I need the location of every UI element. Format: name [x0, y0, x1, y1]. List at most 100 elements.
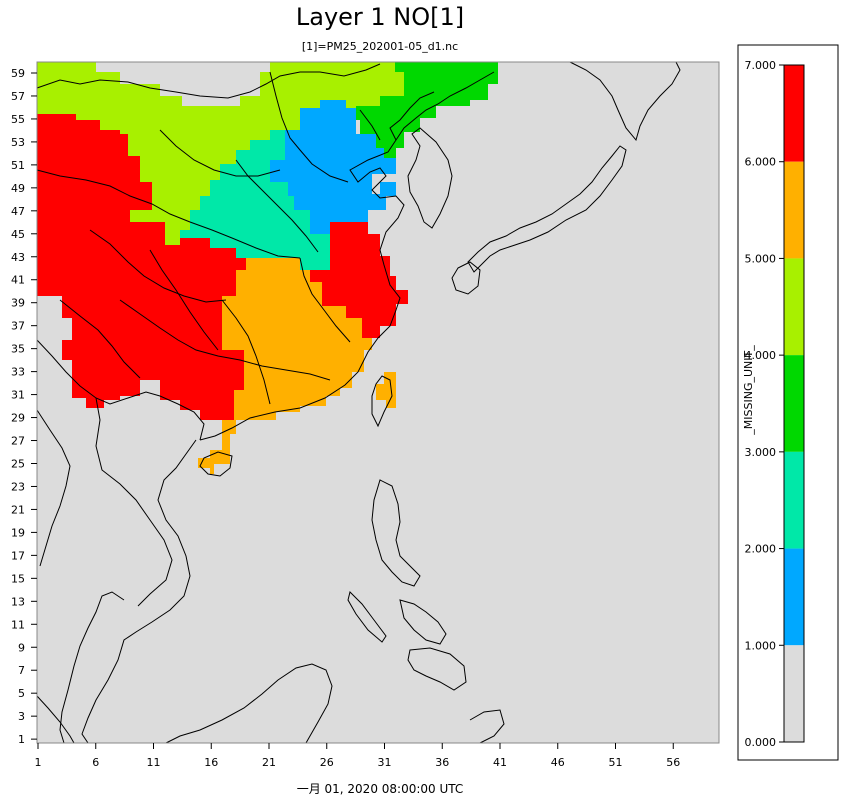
- coastline-china-east: [199, 91, 435, 441]
- coastline-mindanao: [407, 647, 467, 691]
- legend-unit-label: _MISSING_UNIT_: [742, 345, 755, 436]
- y-tick-label: 59: [11, 67, 25, 80]
- border-myanmar: [36, 409, 71, 567]
- y-tick-label: 39: [11, 297, 25, 310]
- coastline-sumatra: [36, 695, 75, 744]
- legend-tick-label: 3.000: [745, 446, 777, 459]
- coastline-luzon: [371, 479, 421, 587]
- legend-tick-label: 4.000: [745, 349, 777, 362]
- y-tick-label: 7: [18, 664, 25, 677]
- legend-bin: [784, 161, 804, 259]
- y-tick-label: 41: [11, 274, 25, 287]
- x-tick-label: 1: [35, 756, 42, 769]
- legend-tick-label: 6.000: [745, 156, 777, 169]
- coastline-palawan: [347, 591, 387, 643]
- x-tick-label: 56: [666, 756, 680, 769]
- y-tick-label: 19: [11, 526, 25, 539]
- map-title: Layer 1 NO[1]: [295, 3, 465, 31]
- legend-labels: 7.000 6.000 5.000 4.000 3.000 2.000 1.000 0.000: [745, 59, 784, 749]
- x-tick-label: 36: [435, 756, 449, 769]
- region-blue: [270, 100, 396, 234]
- legend-colorbar: [783, 64, 805, 743]
- legend-bin: [784, 258, 804, 356]
- y-tick-label: 15: [11, 572, 25, 585]
- coastlines: [36, 61, 681, 744]
- border-china-korea: [395, 71, 495, 141]
- y-tick-label: 57: [11, 90, 25, 103]
- region-hainan: [198, 420, 236, 474]
- border-mongolia: [36, 63, 381, 99]
- legend-bin: [784, 451, 804, 549]
- y-axis: 5957555351494745434139373533312927252321…: [11, 62, 38, 746]
- y-tick-label: 23: [11, 480, 25, 493]
- legend-tick-label: 2.000: [745, 543, 777, 556]
- y-tick-label: 31: [11, 389, 25, 402]
- y-tick-label: 9: [18, 641, 25, 654]
- y-tick-label: 17: [11, 549, 25, 562]
- legend-tick-label: 7.000: [745, 59, 777, 72]
- region-orange: [222, 258, 372, 420]
- map-subtitle: [1]=PM25_202001-05_d1.nc: [301, 40, 459, 53]
- y-tick-label: 11: [11, 618, 25, 631]
- border-inner-9: [359, 109, 381, 141]
- y-tick-label: 35: [11, 343, 25, 356]
- y-tick-label: 33: [11, 366, 25, 379]
- y-tick-label: 49: [11, 182, 25, 195]
- border-indochina-inner: [95, 397, 173, 607]
- concentration-fields: [37, 62, 498, 474]
- border-inner-3: [119, 299, 331, 381]
- border-inner-5: [299, 257, 351, 343]
- x-axis: 1 6 11 16 21 26 31 36 41 46 51 56: [35, 742, 719, 769]
- x-tick-label: 16: [204, 756, 218, 769]
- y-tick-label: 29: [11, 412, 25, 425]
- coastline-hainan: [199, 451, 233, 477]
- y-tick-label: 51: [11, 159, 25, 172]
- y-tick-label: 1: [18, 733, 25, 746]
- coastline-borneo: [165, 663, 333, 744]
- coastline-kyushu: [451, 261, 481, 295]
- border-southwest: [36, 339, 205, 441]
- coastline-gulf-of-thailand: [59, 591, 125, 744]
- y-tick-label: 47: [11, 205, 25, 218]
- legend-bin: [784, 355, 804, 452]
- x-tick-label: 31: [378, 756, 392, 769]
- coastline-visayas: [399, 599, 447, 645]
- y-tick-label: 43: [11, 251, 25, 264]
- coastline-sulawesi: [469, 709, 505, 744]
- x-tick-label: 11: [147, 756, 161, 769]
- y-tick-label: 3: [18, 710, 25, 723]
- legend-bin: [784, 65, 804, 162]
- x-tick-label: 46: [551, 756, 565, 769]
- y-tick-label: 37: [11, 320, 25, 333]
- region-west-red: [37, 114, 246, 420]
- border-inner-8: [269, 71, 349, 183]
- legend-bin: [784, 548, 804, 646]
- region-teal: [180, 130, 330, 280]
- border-inner-7: [159, 129, 281, 177]
- legend-tick-label: 1.000: [745, 639, 777, 652]
- y-tick-label: 55: [11, 113, 25, 126]
- legend-tick-label: 0.000: [745, 736, 777, 749]
- x-tick-label: 21: [262, 756, 276, 769]
- y-tick-label: 21: [11, 503, 25, 516]
- y-tick-label: 53: [11, 136, 25, 149]
- coastline-indochina: [81, 439, 197, 744]
- coastline-japan-main: [467, 145, 627, 273]
- coastline-taiwan: [371, 375, 393, 428]
- y-tick-label: 13: [11, 595, 25, 608]
- border-inner-11: [149, 249, 219, 351]
- x-tick-label: 41: [493, 756, 507, 769]
- map-timestamp: 一月 01, 2020 08:00:00 UTC: [296, 782, 464, 796]
- border-inner-4: [221, 299, 271, 405]
- x-tick-label: 26: [320, 756, 334, 769]
- coastline-japan-north: [569, 61, 681, 142]
- y-tick-label: 45: [11, 228, 25, 241]
- border-inner-1: [36, 169, 301, 259]
- legend-tick-label: 5.000: [745, 252, 777, 265]
- region-north-lime: [37, 62, 404, 245]
- legend-bin: [784, 645, 804, 742]
- y-tick-label: 5: [18, 687, 25, 700]
- y-tick-label: 25: [11, 457, 25, 470]
- region-east-red: [310, 222, 408, 338]
- x-tick-label: 6: [92, 756, 99, 769]
